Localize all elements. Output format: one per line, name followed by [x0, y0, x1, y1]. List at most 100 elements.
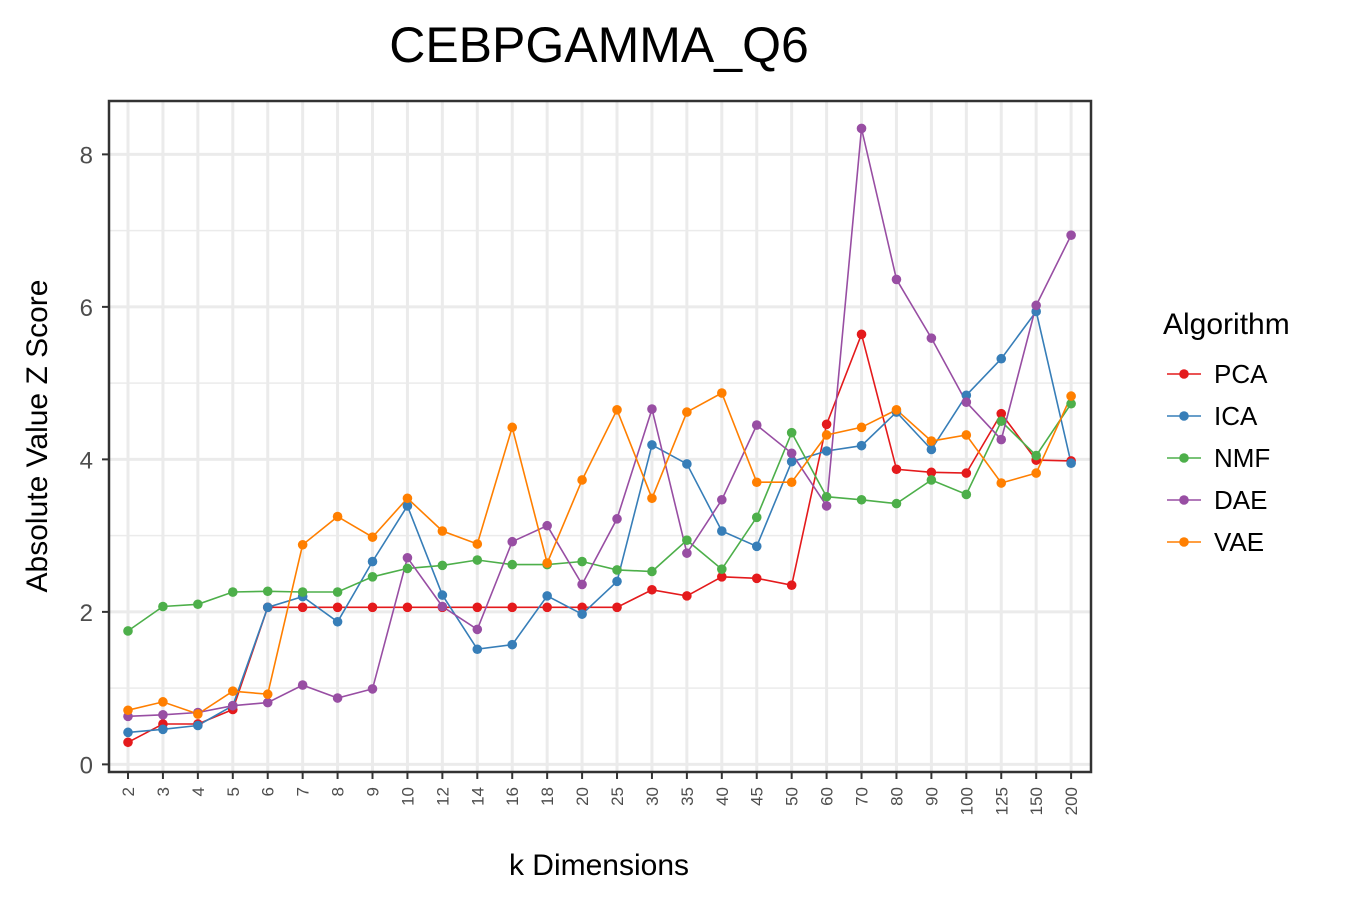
x-tick-label: 4 [189, 787, 208, 796]
data-point-nmf [891, 498, 902, 509]
data-point-nmf [577, 556, 587, 567]
chart-title: CEBPGAMMA_Q6 [389, 17, 809, 73]
data-point-pca [297, 602, 308, 613]
x-tick-label: 25 [608, 787, 627, 806]
data-point-ica [751, 541, 762, 552]
data-point-vae [821, 430, 832, 440]
x-tick-label: 125 [992, 787, 1011, 815]
x-tick-label: 3 [154, 787, 173, 796]
data-point-nmf [926, 475, 937, 485]
data-point-vae [227, 686, 238, 696]
legend-label: DAE [1214, 485, 1267, 515]
data-point-ica [472, 644, 483, 655]
data-point-vae [437, 526, 448, 536]
data-point-nmf [402, 563, 413, 574]
data-point-dae [577, 579, 587, 590]
y-tick-label: 8 [80, 142, 93, 169]
x-tick-label: 30 [643, 787, 662, 806]
data-point-ica [717, 526, 727, 536]
data-point-vae [542, 558, 552, 568]
data-point-ica [332, 616, 343, 627]
series-line-vae [127, 391, 1072, 715]
data-point-ica [821, 446, 832, 456]
data-point-vae [612, 405, 622, 415]
data-point-pca [332, 602, 343, 613]
data-point-vae [367, 532, 378, 542]
legend-title: Algorithm [1163, 308, 1290, 341]
data-point-pca [367, 602, 378, 613]
x-tick-label: 12 [433, 787, 452, 806]
data-point-vae [507, 422, 518, 433]
x-tick-label: 16 [503, 787, 522, 806]
data-point-pca [123, 737, 133, 748]
data-point-ica [682, 459, 692, 469]
data-point-nmf [297, 587, 308, 597]
data-point-dae [1031, 300, 1041, 311]
plot-grid [109, 101, 1091, 772]
x-tick-label: 90 [922, 787, 941, 806]
x-tick-label: 45 [748, 787, 767, 806]
data-point-dae [1066, 230, 1076, 240]
data-point-vae [193, 709, 203, 719]
data-point-dae [262, 697, 273, 708]
data-point-vae [751, 477, 762, 488]
x-tick-label: 200 [1062, 787, 1081, 815]
data-point-ica [856, 440, 867, 451]
data-point-ica [158, 724, 168, 735]
data-point-vae [891, 405, 902, 415]
data-point-pca [751, 573, 762, 584]
data-point-nmf [786, 427, 797, 438]
series-line-dae [127, 128, 1072, 718]
data-point-nmf [682, 535, 692, 545]
data-point-pca [717, 572, 727, 582]
data-point-pca [612, 602, 622, 613]
data-point-vae [472, 539, 483, 549]
x-tick-label: 80 [887, 787, 906, 806]
data-point-dae [751, 420, 762, 430]
data-point-vae [1066, 391, 1076, 401]
data-point-nmf [961, 489, 972, 500]
data-point-ica [612, 576, 622, 587]
x-tick-label: 5 [224, 787, 243, 796]
plot-series [123, 123, 1076, 748]
data-point-dae [926, 333, 937, 343]
data-point-dae [507, 536, 518, 547]
data-point-ica [437, 590, 448, 600]
data-point-ica [1066, 458, 1076, 468]
data-point-nmf [1066, 398, 1076, 409]
x-tick-label: 150 [1027, 787, 1046, 815]
data-point-vae [961, 430, 972, 440]
data-point-nmf [193, 599, 203, 610]
data-point-pca [682, 591, 692, 601]
data-point-pca [542, 602, 552, 613]
data-point-vae [297, 539, 308, 550]
data-point-pca [786, 580, 797, 590]
data-point-ica [577, 609, 587, 619]
x-tick-label: 100 [957, 787, 976, 815]
data-point-dae [856, 123, 867, 134]
data-point-ica [123, 727, 133, 738]
data-point-ica [367, 556, 378, 567]
legend-label: ICA [1214, 401, 1258, 431]
data-point-vae [926, 436, 937, 446]
data-point-dae [472, 624, 483, 635]
legend: PCA ICA NMF DAE VAE [1167, 359, 1270, 557]
data-point-pca [856, 329, 867, 340]
data-point-nmf [262, 586, 273, 597]
data-point-dae [297, 680, 308, 690]
plot-border [107, 99, 1093, 774]
legend-label: PCA [1214, 359, 1268, 389]
x-tick-label: 7 [294, 787, 313, 796]
data-point-dae [996, 434, 1007, 445]
legend-label: NMF [1214, 443, 1270, 473]
data-point-nmf [612, 565, 622, 575]
legend-key-point [1179, 537, 1189, 547]
legend-label: VAE [1214, 527, 1264, 557]
data-point-pca [577, 602, 587, 613]
x-tick-label: 8 [329, 787, 348, 796]
legend-key-point [1179, 369, 1189, 379]
legend-key-point [1179, 453, 1189, 463]
data-point-nmf [856, 494, 867, 505]
